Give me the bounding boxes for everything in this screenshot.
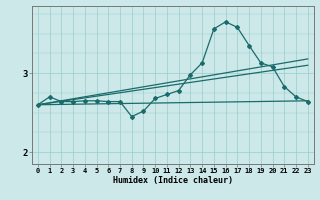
- X-axis label: Humidex (Indice chaleur): Humidex (Indice chaleur): [113, 176, 233, 185]
